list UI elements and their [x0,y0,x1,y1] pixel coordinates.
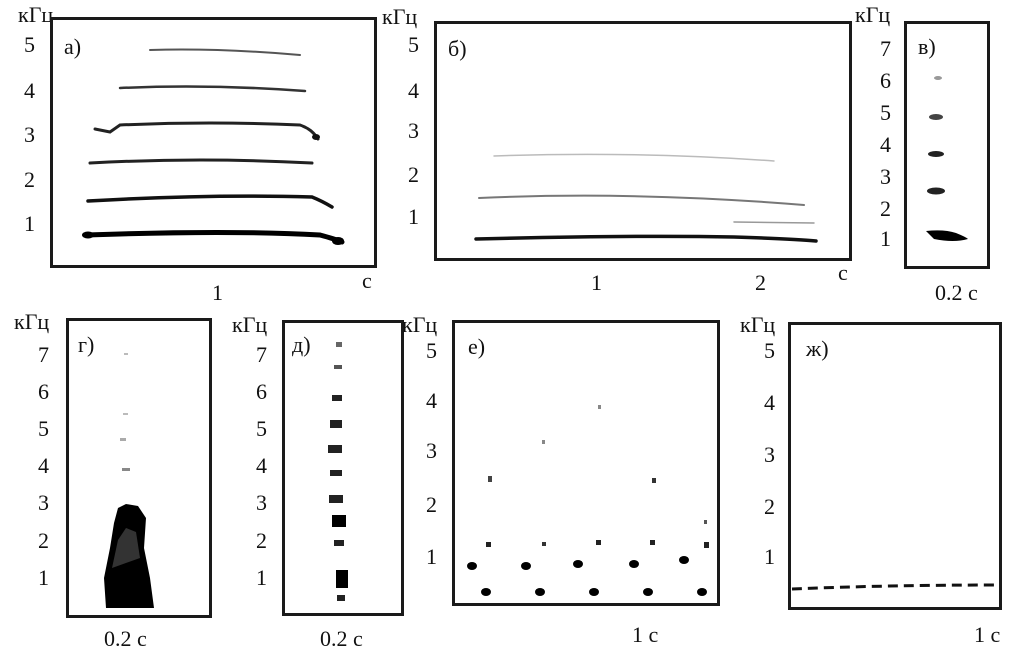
panel-a-ytick: 3 [24,122,35,147]
panel-g-letter: г) [78,332,95,357]
panel-a-ytick: 4 [24,78,35,103]
panel-e-ytick: 2 [426,492,437,517]
panel-a-ytick: 2 [24,167,35,192]
panel-g-xlabel: 0.2 с [104,626,147,651]
panel-zh-ytick: 3 [764,442,775,467]
panel-d-ytick: 1 [256,565,267,590]
panel-a-spectrogram [82,48,345,245]
panel-e-xlabel: 1 с [632,622,659,647]
panel-d-ytick: 2 [256,528,267,553]
panel-e-unit: кГц [402,312,438,337]
panel-a-unit: кГц [18,2,54,27]
panel-zh-ytick: 4 [764,390,775,415]
panel-g-spectrogram [104,353,154,608]
panel-a-ytick: 1 [24,211,35,236]
panel-e-letter: е) [468,334,486,359]
panel-b-xtick: 1 [591,270,602,295]
panel-g-ytick: 1 [38,565,49,590]
panel-zh-spectrogram [791,583,997,591]
panel-v-ytick: 1 [880,226,891,251]
panel-e-ytick: 5 [426,338,437,363]
panel-v-ytick: 3 [880,164,891,189]
panel-b-ytick: 2 [408,162,419,187]
panel-b-ytick: 5 [408,32,419,57]
panel-zh-letter: ж) [806,336,829,361]
panel-g-ytick: 6 [38,379,49,404]
panel-v-xlabel: 0.2 с [935,280,978,305]
panel-b-frame [434,21,852,261]
panel-zh-ytick: 5 [764,338,775,363]
panel-a-xunit: с [362,268,372,293]
panel-g-ytick: 4 [38,453,49,478]
panel-b-ytick: 3 [408,118,419,143]
panel-zh-ytick: 1 [764,544,775,569]
panel-v-frame [904,21,990,269]
panel-d-ytick: 6 [256,379,267,404]
panel-d-ytick: 7 [256,342,267,367]
panel-v-ytick: 5 [880,100,891,125]
panel-d-xlabel: 0.2 с [320,626,363,651]
panel-e-ytick: 1 [426,544,437,569]
panel-a-ytick: 5 [24,32,35,57]
panel-g-ytick: 5 [38,416,49,441]
panel-v-spectrogram [926,76,968,241]
panel-a-letter: а) [64,34,82,59]
panel-b-ytick: 1 [408,204,419,229]
panel-d-ytick: 5 [256,416,267,441]
panel-b-letter: б) [448,36,467,61]
panel-a-xtick: 1 [212,280,223,305]
panel-d-ytick: 4 [256,453,267,478]
panel-b-xunit: с [838,260,848,285]
panel-e-ytick: 3 [426,438,437,463]
panel-b-ytick: 4 [408,78,419,103]
panel-g-ytick: 3 [38,490,49,515]
panel-v-ytick: 7 [880,36,891,61]
panel-b-unit: кГц [382,4,418,29]
panel-v-ytick: 2 [880,196,891,221]
panel-zh-ytick: 2 [764,494,775,519]
panel-g-ytick: 7 [38,342,49,367]
panel-b-xtick: 2 [755,270,766,295]
panel-d-letter: д) [292,332,311,357]
panel-v-ytick: 4 [880,132,891,157]
panel-zh-frame [788,322,1002,610]
panel-b-spectrogram [474,153,818,243]
panel-e-spectrogram [467,405,709,596]
panel-g-ytick: 2 [38,528,49,553]
panel-v-letter: в) [918,34,936,59]
panel-d-ytick: 3 [256,490,267,515]
panel-g-unit: кГц [14,309,50,334]
panel-d-frame [282,320,404,616]
panel-a-frame [50,17,377,268]
panel-d-spectrogram [328,342,348,601]
panel-v-unit: кГц [855,2,891,27]
panel-zh-unit: кГц [740,312,776,337]
panel-zh-xlabel: 1 с [974,622,1001,647]
panel-e-frame [452,320,720,606]
panel-d-unit: кГц [232,312,268,337]
panel-v-ytick: 6 [880,68,891,93]
panel-e-ytick: 4 [426,388,437,413]
